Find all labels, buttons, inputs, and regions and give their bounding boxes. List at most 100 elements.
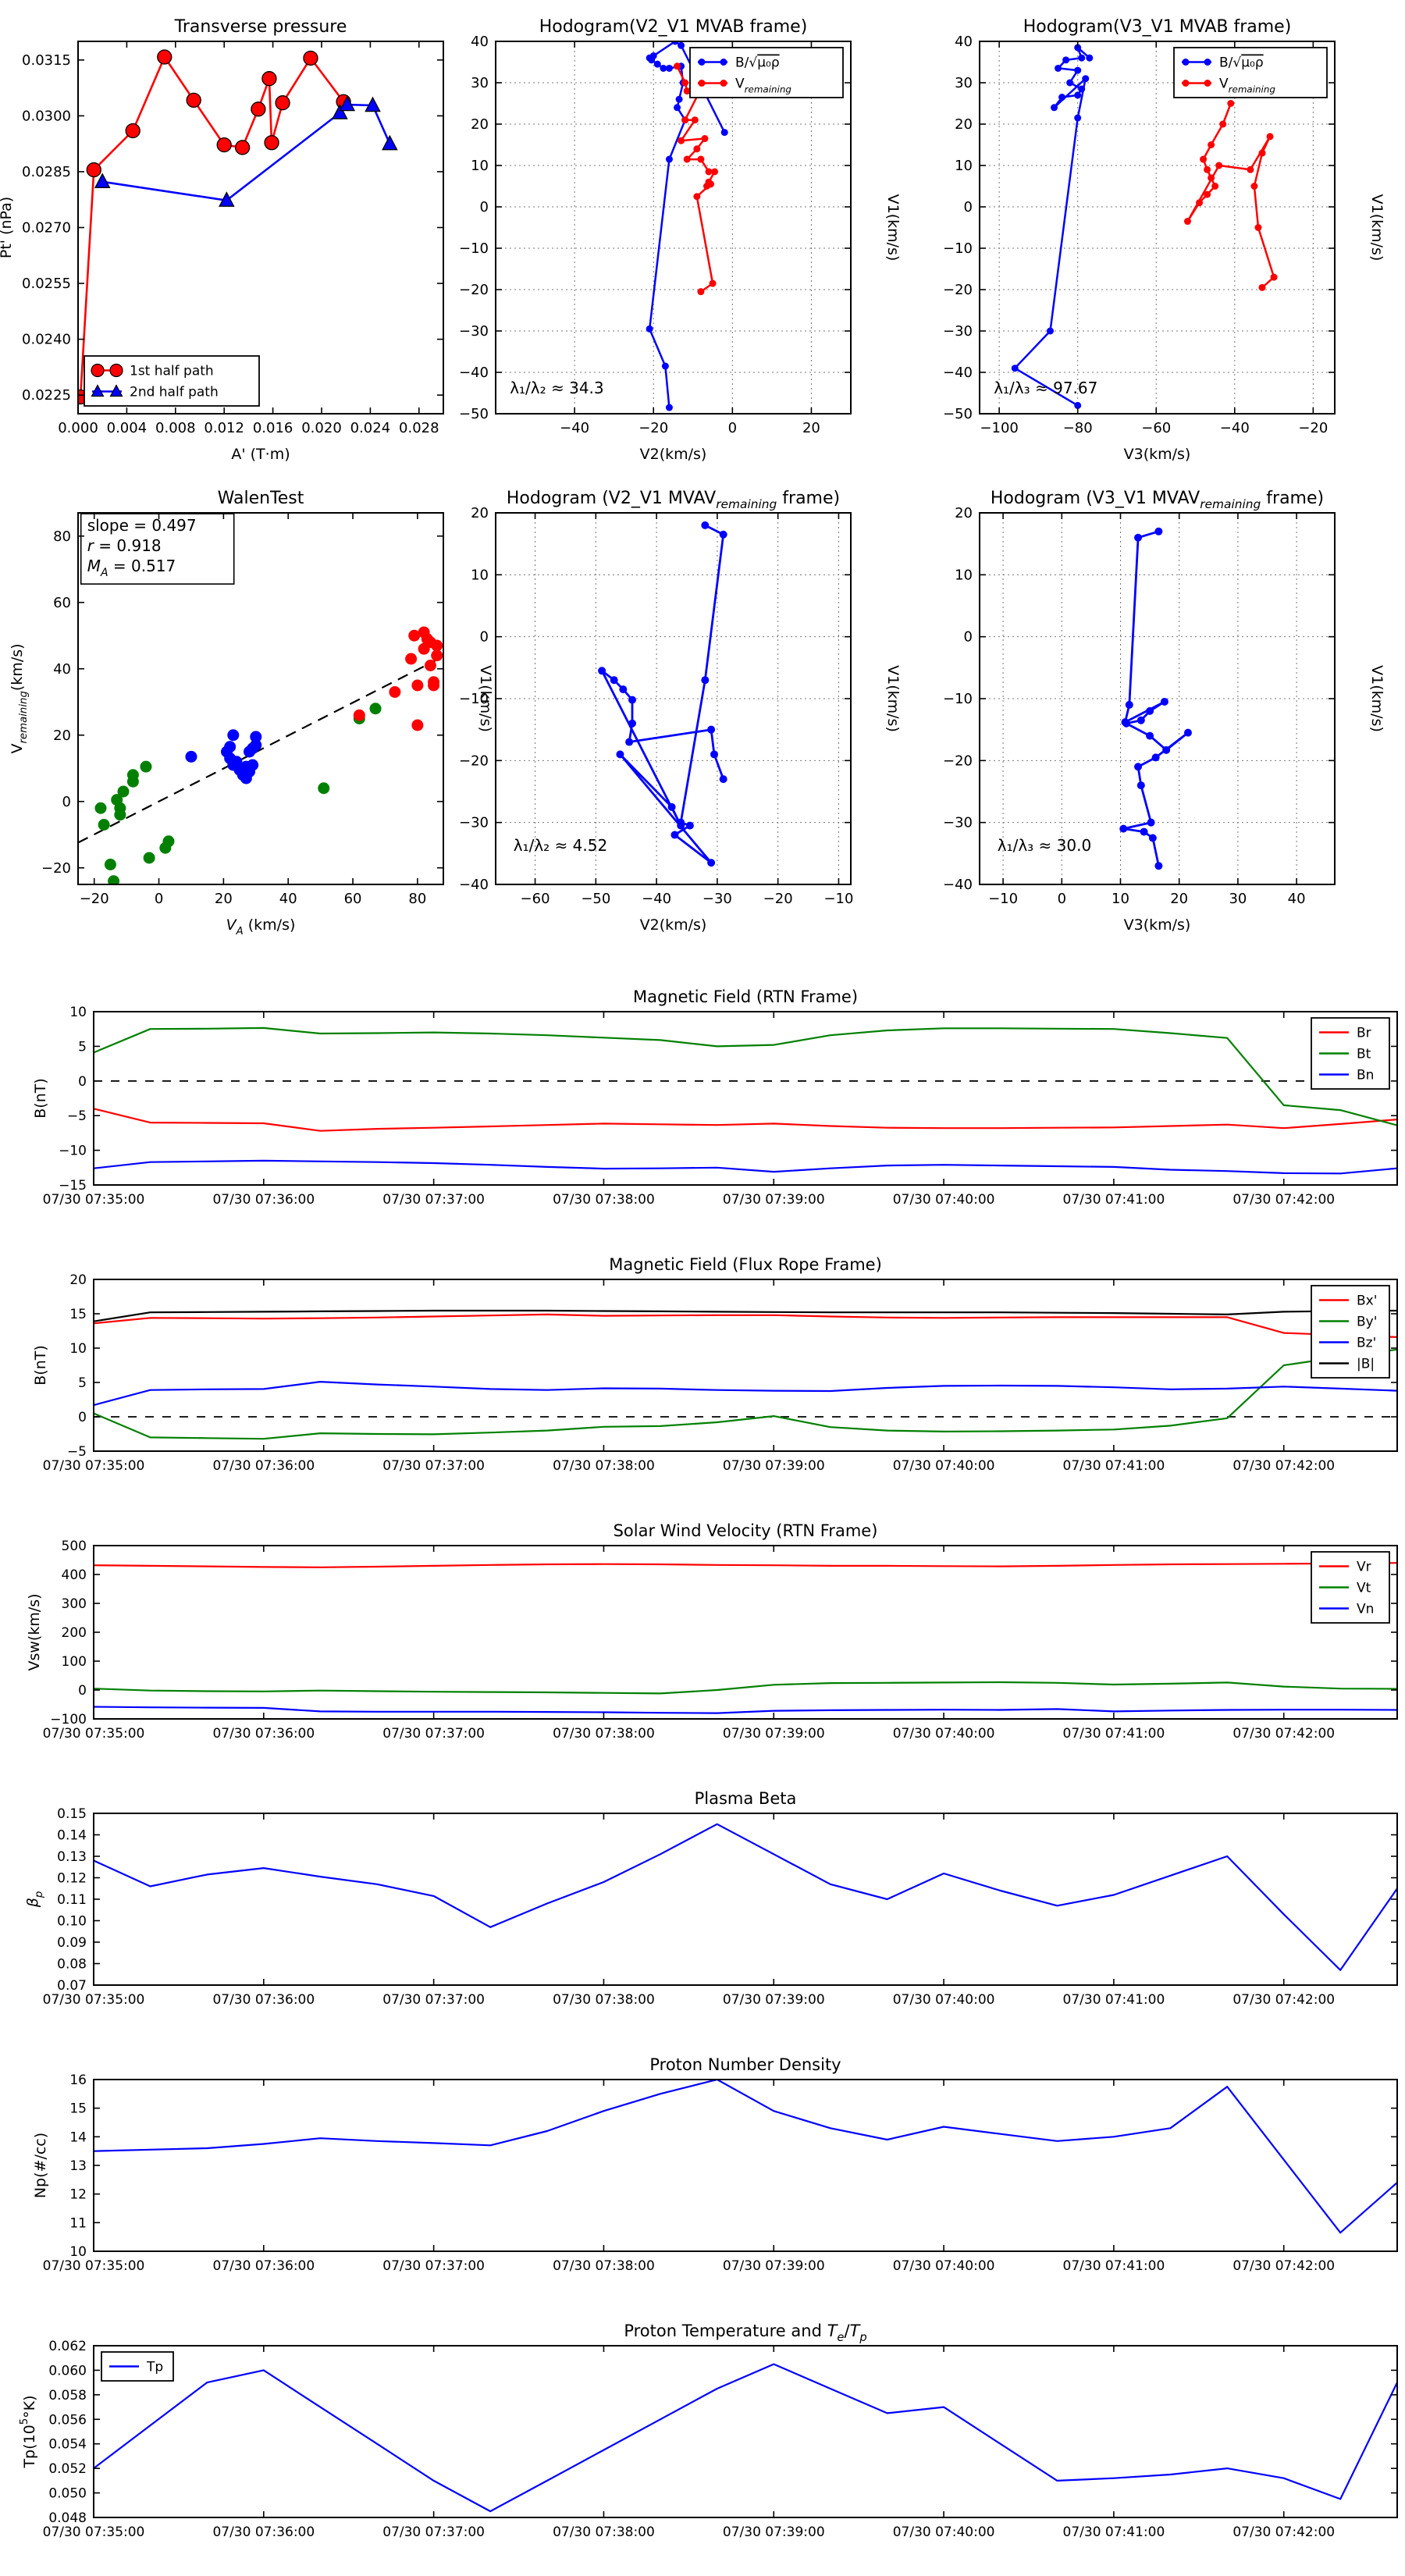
x-tick-label: 0	[728, 420, 737, 436]
y-tick-label: 0.10	[57, 1914, 87, 1930]
y-tick-label: 0.0225	[22, 387, 71, 404]
x-tick-label: 07/30 07:42:00	[1232, 1192, 1335, 1208]
x-tick-label: −20	[638, 420, 668, 436]
x-tick-label: 07/30 07:39:00	[723, 1726, 825, 1742]
x-tick-label: −30	[702, 891, 732, 907]
marker-B-normalized	[671, 41, 679, 45]
y-tick-label: −10	[943, 240, 973, 257]
y-tick-label: 500	[62, 1539, 87, 1554]
marker-B-normalized	[674, 104, 681, 112]
x-tick-label: 07/30 07:42:00	[1232, 2258, 1335, 2274]
marker-V-remaining	[1151, 753, 1160, 762]
marker-B-normalized	[665, 404, 673, 411]
x-tick-label: 0.004	[107, 420, 148, 436]
axes-frame	[495, 41, 852, 415]
marker-V-remaining	[681, 116, 689, 124]
y-tick-label: 20	[471, 116, 489, 133]
x-tick-label: 0.024	[350, 420, 391, 436]
x-tick-label: 30	[1229, 891, 1247, 907]
y-tick-label: 10	[955, 158, 973, 174]
series-group	[94, 2363, 1397, 2513]
chart-title: Magnetic Field (RTN Frame)	[633, 987, 858, 1006]
legend-label: Bt	[1357, 1047, 1371, 1062]
legend: Bx' By' Bz' |B|	[1311, 1285, 1390, 1379]
y-tick-label: 60	[53, 595, 71, 611]
x-tick-label: 07/30 07:37:00	[382, 1458, 485, 1474]
marker-B-normalized	[1058, 94, 1066, 101]
y-tick-label: 0.13	[57, 1849, 87, 1865]
legend-sample-dot	[720, 59, 727, 66]
y-tick-label: 20	[53, 728, 71, 744]
annotation-line: slope = 0.497	[87, 516, 197, 535]
y-tick-label: 10	[471, 158, 489, 174]
series-group	[94, 1309, 1397, 1440]
y-tick-label: −5	[67, 1444, 87, 1460]
series-group	[94, 1823, 1397, 1971]
y-tick-label: 100	[62, 1654, 87, 1670]
y-tick-label: 0	[62, 794, 71, 810]
marker-last-interval	[405, 653, 418, 665]
legend-label: 1st half path	[130, 364, 214, 379]
y-tick-label: −10	[943, 691, 973, 707]
x-tick-label: 07/30 07:36:00	[212, 1192, 315, 1208]
marker-2nd-half-path	[365, 96, 381, 112]
marker-first-interval	[117, 785, 130, 798]
marker-V-remaining	[1183, 218, 1191, 226]
marker-V-remaining	[1227, 100, 1235, 107]
marker-V-remaining	[610, 676, 618, 685]
y-tick-label: 0	[480, 199, 489, 215]
marker-V-remaining	[701, 521, 710, 529]
legend-label: Vn	[1357, 1602, 1374, 1617]
chart-plasma-beta: 07/30 07:35:00 07/30 07:36:00 07/30 07:37:…	[24, 1789, 1398, 2008]
marker-B-normalized	[665, 155, 673, 163]
chart-title: Hodogram(V2_V1 MVAB frame)	[539, 17, 808, 37]
marker-1st-half-path	[275, 95, 290, 111]
y-tick-label: −20	[943, 282, 973, 298]
legend-sample-dot	[720, 80, 727, 87]
series-group	[94, 1026, 1397, 1175]
y-axis-label: Vsw(km/s)	[26, 1593, 43, 1670]
x-tick-label: 07/30 07:39:00	[723, 2258, 825, 2274]
annotation-line: r = 0.918	[87, 536, 162, 555]
legend-label: 2nd half path	[130, 385, 219, 400]
y-tick-label: 0	[78, 1683, 87, 1699]
marker-V-remaining	[683, 155, 691, 163]
x-tick-label: 07/30 07:38:00	[553, 1726, 655, 1742]
y-tick-label: 20	[69, 1272, 87, 1288]
x-tick-label: 07/30 07:39:00	[723, 1192, 825, 1208]
chart-proton-temperature: 07/30 07:35:00 07/30 07:36:00 07/30 07:37:…	[19, 2322, 1398, 2540]
series-line-beta-p	[94, 1823, 1397, 1971]
marker-B-normalized	[1078, 54, 1086, 62]
series-line-Bt	[94, 1026, 1397, 1126]
x-tick-label: 07/30 07:41:00	[1063, 1458, 1165, 1474]
chart-magnetic-field-rtn: 07/30 07:35:00 07/30 07:36:00 07/30 07:37:…	[32, 987, 1398, 1208]
y-tick-label: 80	[53, 528, 71, 545]
series-line-Np	[94, 2080, 1397, 2234]
marker-B-normalized	[661, 362, 669, 370]
series-line-fit-line	[78, 656, 443, 844]
y-tick-label: −20	[943, 753, 973, 769]
marker-V-remaining	[1160, 697, 1168, 706]
y-tick-label: 200	[62, 1625, 87, 1641]
marker-middle-interval	[185, 750, 197, 763]
y-tick-label: 10	[955, 567, 973, 583]
marker-B-normalized	[660, 64, 667, 72]
marker-B-normalized	[675, 95, 683, 103]
x-tick-label: 07/30 07:35:00	[43, 1992, 145, 2008]
x-tick-label: 07/30 07:38:00	[553, 2258, 655, 2274]
y-tick-label: 16	[69, 2073, 87, 2088]
marker-2nd-half-path	[382, 134, 398, 151]
y-tick-label: 10	[69, 1341, 87, 1357]
marker-V-remaining	[1254, 224, 1262, 231]
marker-B-normalized	[1046, 327, 1054, 335]
x-tick-label: 0.008	[155, 420, 196, 436]
x-tick-label: 07/30 07:42:00	[1232, 1726, 1335, 1742]
y-axis-label-right: V1(km/s)	[477, 665, 494, 732]
y-tick-label: −10	[459, 691, 489, 707]
annotation: λ₁/λ₂ ≈ 34.3	[510, 379, 603, 397]
chart-hodogram-v3v1-mvab: λ₁/λ₃ ≈ 97.67−100 −80 −60 −40 −20−50−40−30−2…	[943, 17, 1385, 463]
marker-first-interval	[126, 769, 139, 781]
marker-B-normalized	[1011, 365, 1019, 372]
